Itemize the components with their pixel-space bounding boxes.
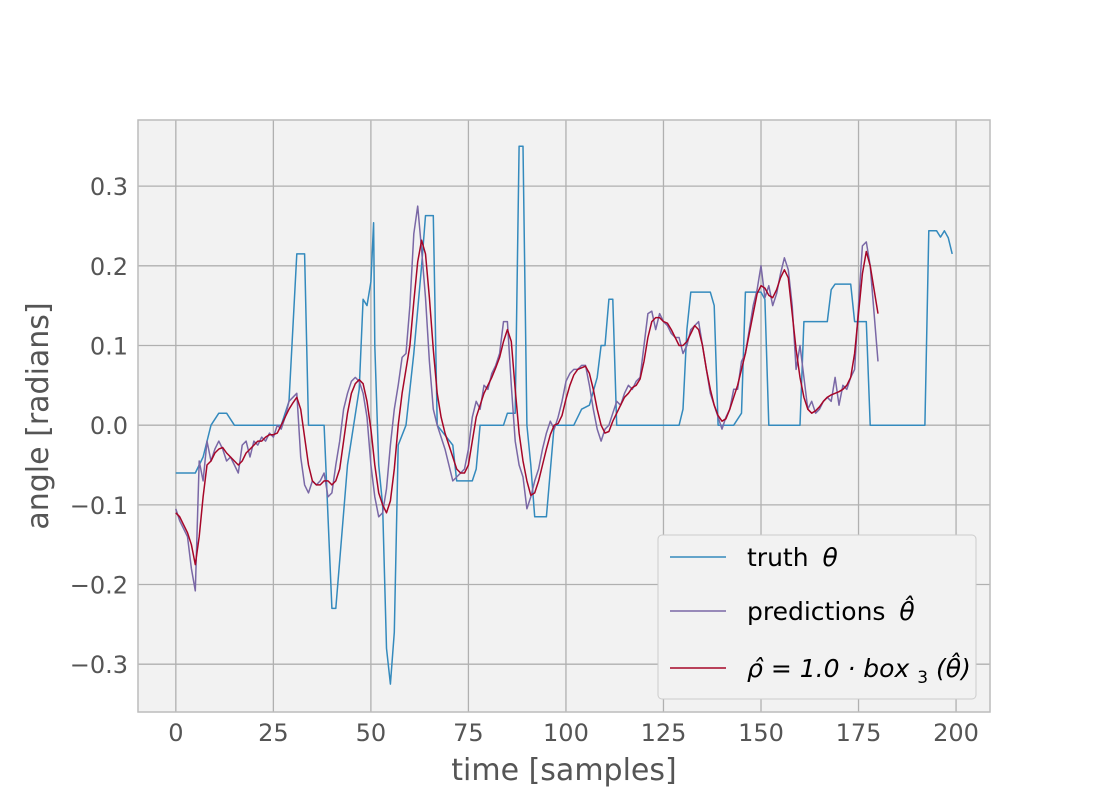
truth-series-line	[175, 145, 953, 685]
x-axis-label: time [samples]	[451, 753, 676, 788]
legend-label-predictions-text: predictions	[747, 597, 885, 626]
x-tick-label: 100	[543, 719, 589, 747]
smoothed-series-line	[175, 239, 879, 566]
x-tick-label: 200	[933, 719, 979, 747]
legend-label-truth: truth θ	[747, 543, 838, 572]
y-tick-label: −0.3	[70, 651, 128, 679]
y-tick-label: 0.0	[90, 412, 128, 440]
predictions-series-line	[175, 205, 879, 592]
plot-area	[175, 145, 953, 685]
y-axis-ticks: −0.3 −0.2 −0.1 0.0 0.1 0.2 0.3	[70, 173, 128, 679]
x-tick-label: 175	[836, 719, 882, 747]
y-tick-label: 0.1	[90, 332, 128, 360]
x-tick-label: 125	[641, 719, 687, 747]
y-tick-label: 0.2	[90, 253, 128, 281]
x-tick-label: 50	[356, 719, 387, 747]
y-axis-label: angle [radians]	[21, 302, 56, 529]
x-axis-ticks: 0 25 50 75 100 125 150 175 200	[168, 719, 979, 747]
legend-label-predictions-symbol: θ̂	[899, 595, 914, 626]
y-tick-label: 0.3	[90, 173, 128, 201]
legend-label-smoothed-suffix: (θ̂)	[936, 652, 971, 683]
x-tick-label: 25	[258, 719, 289, 747]
plot-frame	[137, 119, 991, 713]
legend-box	[657, 534, 977, 700]
legend-label-smoothed-text: ρ̂ = 1.0 · box	[747, 654, 909, 683]
x-tick-label: 0	[168, 719, 183, 747]
legend-label-truth-symbol: θ	[823, 543, 838, 572]
legend-label-truth-text: truth	[747, 543, 809, 572]
y-tick-label: −0.1	[70, 492, 128, 520]
legend-label-smoothed: ρ̂ = 1.0 · box 3 (θ̂)	[747, 652, 971, 689]
x-tick-label: 150	[738, 719, 784, 747]
legend-label-predictions: predictions θ̂	[747, 595, 915, 626]
y-tick-label: −0.2	[70, 572, 128, 600]
legend-label-smoothed-subscript: 3	[917, 668, 928, 688]
x-tick-label: 75	[453, 719, 484, 747]
legend: truth θ predictions θ̂ ρ̂ = 1.0 · box 3 …	[657, 534, 977, 700]
